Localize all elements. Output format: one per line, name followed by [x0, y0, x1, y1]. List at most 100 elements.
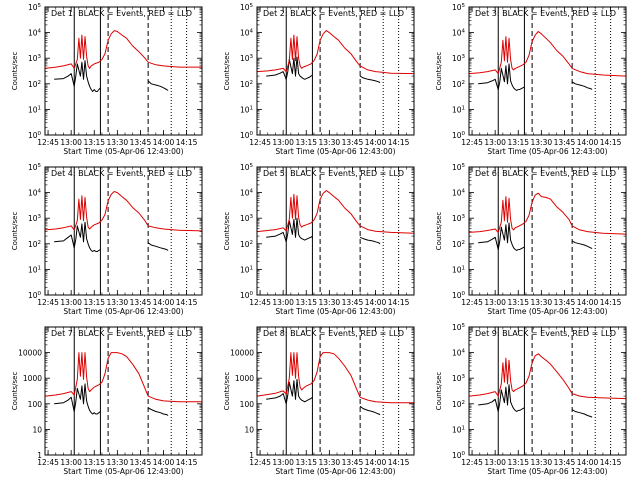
y-tick-label: 102: [452, 400, 465, 409]
x-tick-label: 14:00: [365, 138, 387, 147]
x-axis-label: Start Time (05-Apr-06 12:43:00): [63, 147, 183, 156]
x-tick-label: 14:15: [388, 458, 410, 467]
y-tick-label: 102: [28, 240, 41, 249]
y-axis-label: Counts/sec: [435, 52, 443, 91]
events-series-line: [54, 383, 101, 415]
y-axis-label: Counts/sec: [11, 372, 19, 411]
detector-panel-6: 100 101 102 103 104 105 12:45 13:00 13:15 13:30 13…: [435, 163, 627, 316]
y-tick-label: 104: [28, 189, 42, 198]
panel-title: Det 9: BLACK = Events, RED = LLD: [475, 329, 616, 338]
y-tick-label: 105: [452, 3, 466, 12]
panel-title: Det 7: BLACK = Events, RED = LLD: [51, 329, 192, 338]
y-axis-label: Counts/sec: [11, 212, 19, 251]
lld-series-line: [469, 192, 626, 235]
y-tick-label: 103: [240, 214, 254, 223]
x-tick-label: 14:00: [365, 458, 387, 467]
y-axis-label: Counts/sec: [435, 212, 443, 251]
y-tick-label: 10000: [18, 349, 42, 358]
x-tick-label: 13:45: [342, 458, 364, 467]
events-series-line: [478, 384, 525, 412]
x-tick-label: 12:45: [461, 298, 483, 307]
y-tick-label: 102: [452, 80, 465, 89]
x-tick-label: 12:45: [249, 458, 271, 467]
lld-series-line: [45, 30, 202, 69]
y-tick-label: 100: [240, 291, 254, 300]
lld-series-line: [469, 353, 626, 400]
y-tick-label: 10000: [230, 349, 254, 358]
y-tick-label: 100: [452, 451, 466, 460]
plot-frame: [44, 6, 203, 136]
x-tick-label: 13:00: [484, 458, 506, 467]
y-tick-label: 101: [452, 265, 465, 274]
x-tick-label: 14:15: [176, 298, 198, 307]
events-series-line: [478, 63, 525, 91]
x-tick-label: 13:15: [295, 458, 317, 467]
series-group: [45, 30, 202, 92]
plot-frame: [468, 326, 627, 456]
series-group: [45, 191, 202, 252]
y-tick-label: 103: [28, 54, 42, 63]
y-tick-label: 100: [240, 400, 255, 409]
x-tick-label: 14:00: [153, 298, 175, 307]
y-axis-label: Counts/sec: [223, 372, 231, 411]
x-tick-label: 12:45: [461, 138, 483, 147]
lld-series-line: [469, 31, 626, 77]
y-tick-label: 104: [240, 189, 254, 198]
x-tick-label: 12:45: [249, 298, 271, 307]
x-tick-label: 13:45: [554, 298, 576, 307]
x-tick-label: 13:30: [531, 138, 553, 147]
y-tick-label: 103: [452, 54, 466, 63]
vertical-markers: [497, 7, 612, 135]
y-tick-label: 105: [452, 323, 466, 332]
x-tick-label: 13:30: [319, 298, 341, 307]
x-tick-label: 14:15: [176, 458, 198, 467]
x-axis-label: Start Time (05-Apr-06 12:43:00): [275, 307, 395, 316]
y-tick-label: 1: [249, 451, 254, 460]
y-tick-label: 105: [28, 163, 42, 172]
vertical-markers: [73, 167, 188, 295]
x-tick-label: 12:45: [37, 138, 59, 147]
x-tick-label: 13:30: [531, 458, 553, 467]
vertical-markers: [497, 167, 612, 295]
y-tick-label: 105: [452, 163, 466, 172]
lld-series-line: [257, 190, 414, 234]
y-tick-label: 104: [452, 189, 466, 198]
plot-frame: [468, 6, 627, 136]
x-tick-label: 13:30: [531, 298, 553, 307]
x-tick-label: 13:00: [272, 298, 294, 307]
x-tick-label: 14:15: [600, 298, 622, 307]
x-tick-label: 13:30: [319, 458, 341, 467]
x-tick-label: 14:15: [388, 298, 410, 307]
x-tick-label: 13:45: [130, 138, 152, 147]
x-tick-label: 12:45: [37, 298, 59, 307]
x-tick-label: 13:45: [130, 458, 152, 467]
y-tick-label: 100: [28, 131, 42, 140]
y-tick-label: 100: [240, 131, 254, 140]
x-tick-label: 14:00: [153, 138, 175, 147]
panel-title: Det 4: BLACK = Events, RED = LLD: [51, 169, 192, 178]
y-tick-label: 103: [240, 54, 254, 63]
y-tick-label: 104: [28, 29, 42, 38]
lld-series-line: [45, 352, 202, 403]
x-tick-label: 13:15: [83, 138, 105, 147]
y-tick-label: 100: [452, 131, 466, 140]
y-tick-label: 104: [452, 349, 466, 358]
y-tick-label: 103: [452, 214, 466, 223]
plot-frame: [468, 166, 627, 296]
panel-title: Det 5: BLACK = Events, RED = LLD: [263, 169, 404, 178]
x-tick-label: 14:00: [577, 298, 599, 307]
x-tick-label: 13:00: [272, 138, 294, 147]
y-tick-label: 102: [28, 80, 41, 89]
y-tick-label: 102: [240, 240, 253, 249]
x-tick-label: 14:00: [153, 458, 175, 467]
vertical-markers: [285, 167, 400, 295]
plot-frame: [256, 326, 415, 456]
x-tick-label: 13:15: [295, 298, 317, 307]
x-tick-label: 14:00: [577, 458, 599, 467]
detector-panel-2: 100 101 102 103 104 105 12:45 13:00 13:15 13:30 13…: [223, 3, 415, 156]
x-tick-label: 13:15: [295, 138, 317, 147]
x-tick-label: 13:45: [130, 298, 152, 307]
y-tick-label: 101: [452, 425, 465, 434]
x-tick-label: 13:45: [554, 138, 576, 147]
